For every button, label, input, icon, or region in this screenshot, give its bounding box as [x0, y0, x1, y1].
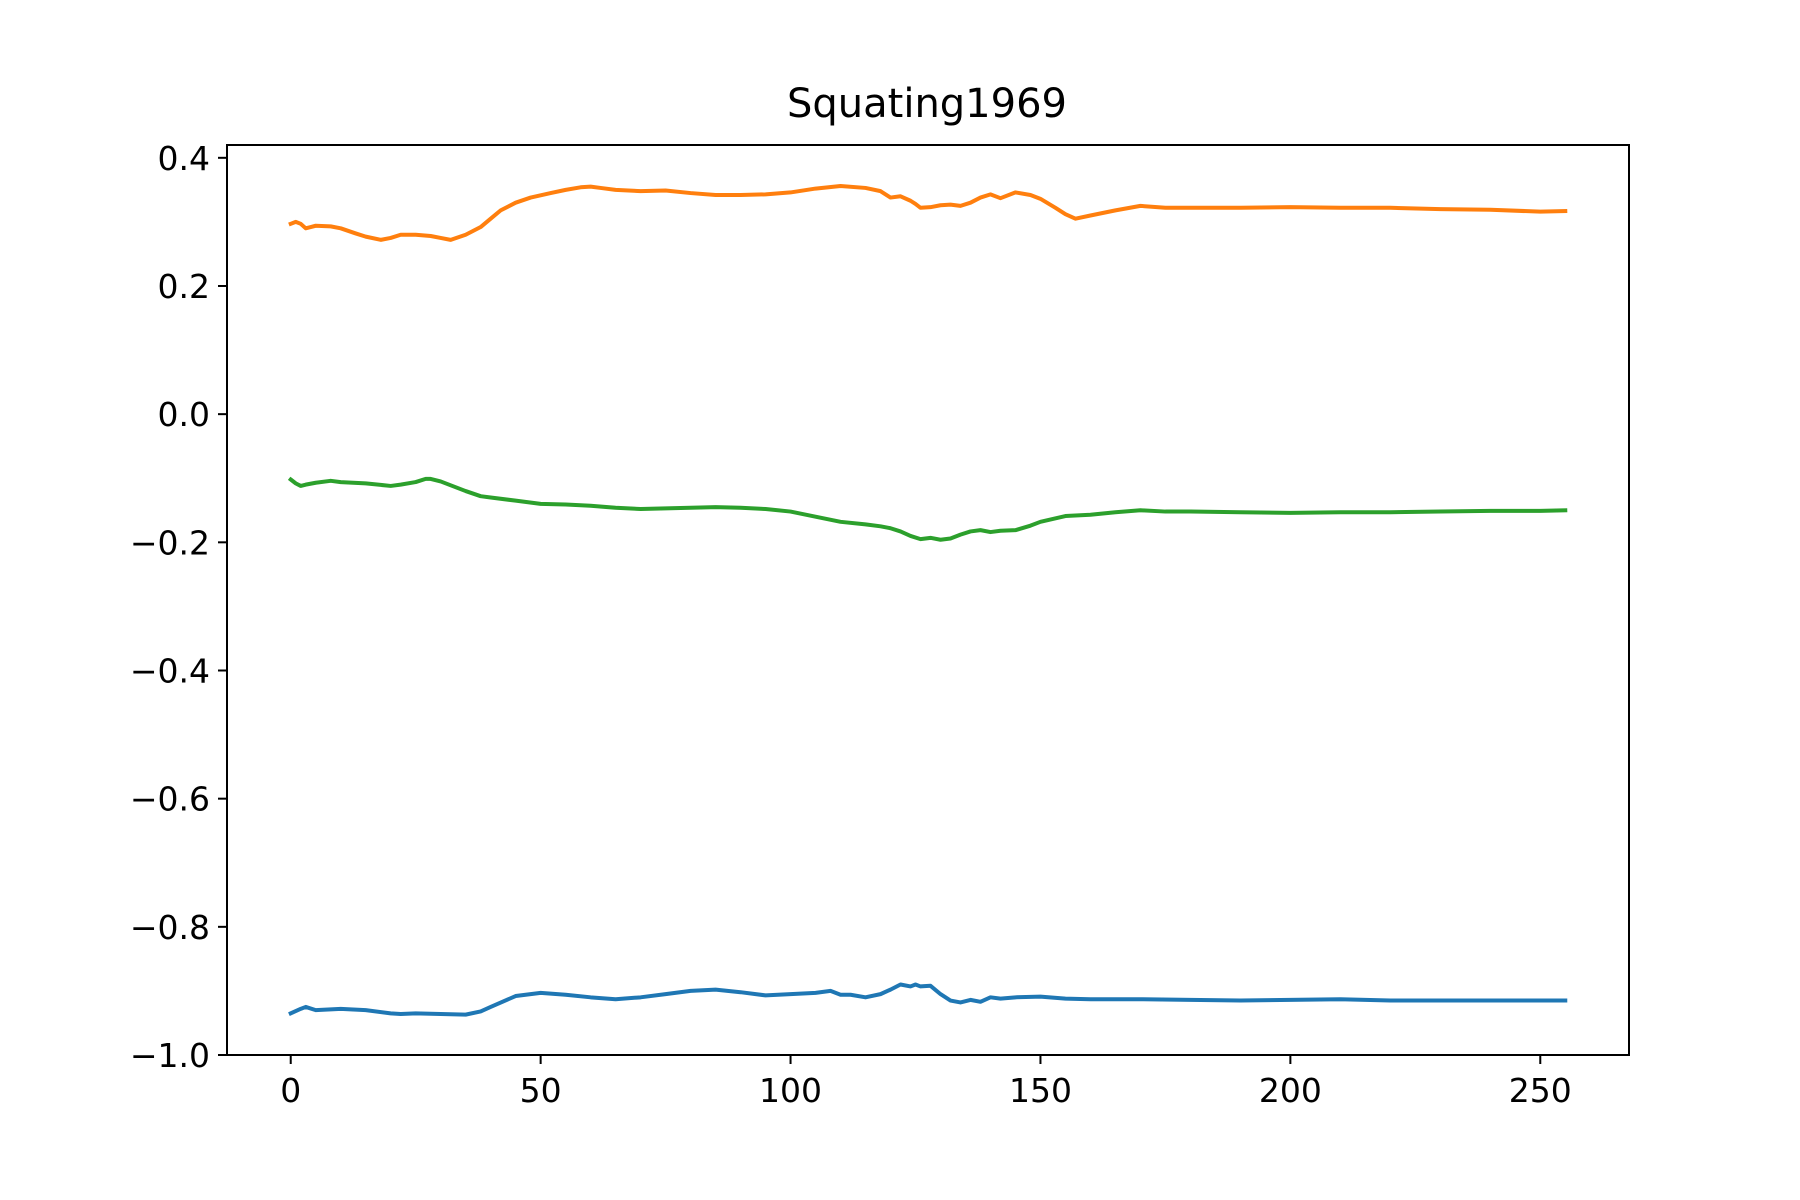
chart-title: Squating1969	[787, 81, 1067, 127]
series-line-2	[288, 184, 1568, 242]
y-tick-label: 0.2	[158, 267, 210, 306]
y-tick-label: 0.4	[158, 139, 210, 178]
series-layer	[287, 184, 1568, 1017]
axes-frame	[226, 144, 1630, 1056]
y-tick-label: 0.0	[158, 395, 210, 434]
x-axis: 0 50 100 150 200 250	[280, 1055, 1572, 1110]
y-tick-label: −0.4	[130, 651, 210, 690]
x-tick-label: 0	[280, 1071, 301, 1110]
x-tick-label: 200	[1259, 1071, 1322, 1110]
x-tick-label: 50	[520, 1071, 562, 1110]
y-tick-label: −0.6	[130, 780, 210, 819]
y-tick-label: −1.0	[130, 1036, 210, 1075]
y-tick-label: −0.8	[130, 908, 210, 947]
series-line-3	[287, 476, 1568, 542]
y-axis: 0.4 0.2 0.0 −0.2 −0.4 −0.6 −0.8 −1.0	[130, 139, 227, 1075]
x-tick-label: 250	[1509, 1071, 1572, 1110]
x-tick-label: 100	[759, 1071, 822, 1110]
series-line-1	[288, 982, 1568, 1017]
x-tick-label: 150	[1009, 1071, 1072, 1110]
y-tick-label: −0.2	[130, 523, 210, 562]
